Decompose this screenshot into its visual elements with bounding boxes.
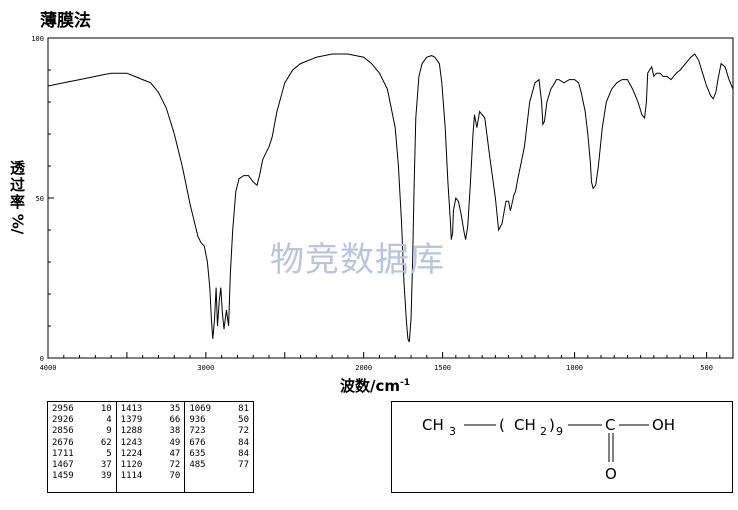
peak-transmittance: 62 bbox=[100, 437, 112, 448]
x-tick-label: 500 bbox=[700, 364, 713, 372]
peak-table-row: 1459 39 bbox=[52, 471, 112, 482]
peak-table-row: 936 50 bbox=[189, 415, 249, 426]
x-tick-label: 4000 bbox=[40, 364, 57, 372]
x-axis-label-exponent: -1 bbox=[400, 378, 411, 388]
peak-transmittance: 66 bbox=[169, 415, 181, 426]
peak-transmittance: 72 bbox=[238, 426, 250, 437]
x-tick-label: 3000 bbox=[197, 364, 214, 372]
x-tick-label: 2000 bbox=[355, 364, 372, 372]
peak-table-row: 1413 35 bbox=[121, 404, 181, 415]
peak-table: 2956 10 2926 4 2856 9 2676 62 1711 5 1467 37 1459 39 1… bbox=[47, 401, 254, 493]
peak-transmittance: 38 bbox=[169, 426, 181, 437]
peak-transmittance: 50 bbox=[238, 415, 250, 426]
peak-transmittance: 37 bbox=[100, 459, 112, 470]
peak-table-row: 723 72 bbox=[189, 426, 249, 437]
peak-table-row: 1224 47 bbox=[121, 449, 181, 460]
peak-wavenumber: 1413 bbox=[120, 404, 143, 414]
x-tick-label: 1500 bbox=[434, 364, 451, 372]
peak-wavenumber: 676 bbox=[189, 437, 206, 448]
peak-transmittance: 9 bbox=[106, 426, 112, 437]
y-axis-label-main: 透过率 bbox=[8, 160, 26, 211]
methylene-subscript: 2 bbox=[540, 425, 547, 438]
carbonyl-oxygen: O bbox=[605, 465, 617, 483]
peak-wavenumber: 1467 bbox=[52, 459, 74, 470]
peak-transmittance: 77 bbox=[238, 459, 250, 470]
ir-spectrum-chart: 4000 3000 2000 1500 1000 500 0 50 100 bbox=[31, 35, 734, 372]
peak-transmittance: 70 bbox=[169, 471, 181, 482]
carbonyl-carbon: C bbox=[605, 416, 615, 434]
tick-layer bbox=[47, 37, 734, 359]
tick-label-layer: 4000 3000 2000 1500 1000 500 0 50 100 bbox=[31, 35, 713, 372]
peak-wavenumber: 936 bbox=[189, 415, 206, 426]
x-axis-label-text: 波数/cm bbox=[340, 377, 401, 395]
peak-table-column: 1413 35 1379 66 1288 38 1243 49 1224 47 1120 72 1114… bbox=[117, 402, 186, 492]
peak-transmittance: 49 bbox=[169, 437, 181, 448]
method-title: 薄膜法 bbox=[40, 11, 91, 31]
y-tick-label: 0 bbox=[40, 355, 44, 363]
peak-table-row: 1069 81 bbox=[189, 404, 249, 415]
peak-transmittance: 81 bbox=[238, 404, 250, 414]
peak-table-column: 1069 81 936 50 723 72 676 84 635 84 485 77 bbox=[185, 402, 253, 492]
repeat-count: 9 bbox=[556, 425, 563, 438]
peak-wavenumber: 2956 bbox=[52, 404, 74, 414]
plot-frame bbox=[47, 37, 734, 359]
peak-wavenumber: 635 bbox=[189, 448, 206, 459]
peak-transmittance: 47 bbox=[169, 448, 181, 459]
peak-wavenumber: 1379 bbox=[120, 415, 143, 426]
peak-transmittance: 72 bbox=[169, 459, 181, 470]
peak-table-row: 1114 70 bbox=[121, 471, 181, 482]
peak-table-column: 2956 10 2926 4 2856 9 2676 62 1711 5 1467 37 1459 39 bbox=[48, 402, 117, 492]
peak-wavenumber: 723 bbox=[189, 426, 206, 437]
chain-close-paren: ) bbox=[549, 416, 555, 434]
x-tick-label: 1000 bbox=[566, 364, 583, 372]
peak-transmittance: 4 bbox=[106, 415, 112, 426]
peak-table-row: 2926 4 bbox=[52, 415, 112, 426]
peak-table-row: 1467 37 bbox=[52, 460, 112, 471]
hydroxyl-label: OH bbox=[652, 416, 675, 434]
peak-wavenumber: 485 bbox=[189, 459, 206, 470]
structure-drawing: CH 3 ( CH 2 ) 9 C OH O bbox=[422, 416, 675, 483]
peak-transmittance: 84 bbox=[238, 448, 250, 459]
peak-table-row: 1288 38 bbox=[121, 426, 181, 437]
peak-wavenumber: 1224 bbox=[120, 448, 143, 459]
peak-table-row: 676 84 bbox=[189, 438, 249, 449]
peak-wavenumber: 1459 bbox=[52, 471, 74, 482]
y-axis-label-unit: %/ bbox=[7, 213, 26, 235]
structure-diagram: CH 3 ( CH 2 ) 9 C OH O bbox=[391, 401, 733, 493]
peak-wavenumber: 1114 bbox=[120, 471, 143, 482]
peak-table-row: 1379 66 bbox=[121, 415, 181, 426]
peak-table-row: 2856 9 bbox=[52, 426, 112, 437]
peak-transmittance: 5 bbox=[106, 448, 112, 459]
y-tick-label: 100 bbox=[31, 35, 44, 43]
peak-table-row: 1243 49 bbox=[121, 438, 181, 449]
peak-wavenumber: 2676 bbox=[52, 437, 74, 448]
peak-wavenumber: 1120 bbox=[120, 459, 143, 470]
chain-open-paren: ( bbox=[499, 416, 505, 434]
methyl-label: CH bbox=[422, 416, 444, 434]
peak-wavenumber: 1069 bbox=[189, 404, 212, 414]
watermark-text: 物竞数据库 bbox=[270, 240, 445, 280]
peak-transmittance: 39 bbox=[100, 471, 112, 482]
peak-table-row: 1120 72 bbox=[121, 460, 181, 471]
peak-wavenumber: 2856 bbox=[52, 426, 74, 437]
peak-transmittance: 35 bbox=[169, 404, 181, 414]
peak-wavenumber: 1243 bbox=[120, 437, 143, 448]
y-axis-label: 透过率 %/ bbox=[6, 160, 28, 235]
peak-table-row: 2676 62 bbox=[52, 438, 112, 449]
peak-table-row: 635 84 bbox=[189, 449, 249, 460]
peak-transmittance: 10 bbox=[100, 404, 112, 414]
x-axis-label: 波数/cm-1 bbox=[340, 375, 410, 396]
peak-transmittance: 84 bbox=[238, 437, 250, 448]
peak-wavenumber: 1711 bbox=[52, 448, 74, 459]
peak-wavenumber: 2926 bbox=[52, 415, 74, 426]
peak-wavenumber: 1288 bbox=[120, 426, 143, 437]
y-tick-label: 50 bbox=[36, 195, 44, 203]
methyl-subscript: 3 bbox=[449, 425, 456, 438]
methylene-label: CH bbox=[514, 416, 536, 434]
peak-table-row: 485 77 bbox=[189, 460, 249, 471]
peak-table-row: 2956 10 bbox=[52, 404, 112, 415]
peak-table-row: 1711 5 bbox=[52, 449, 112, 460]
transmittance-series-line bbox=[47, 53, 734, 343]
